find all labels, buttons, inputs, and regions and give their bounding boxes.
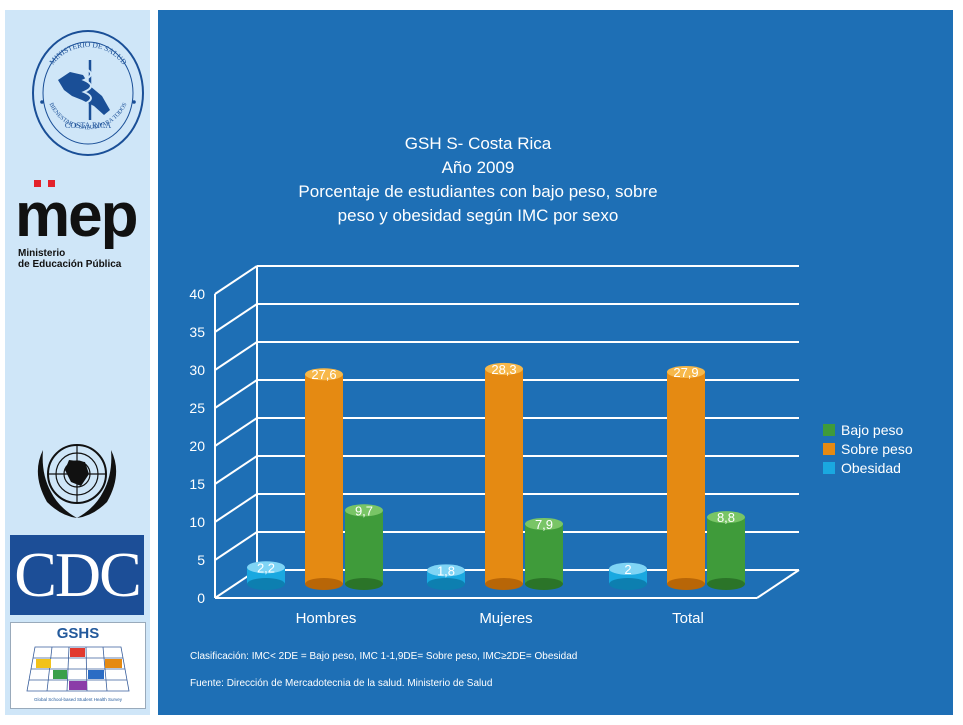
bar-top [525, 517, 563, 530]
classification-note: Clasificación: IMC< 2DE = Bajo peso, IMC… [190, 651, 578, 662]
chart-title-line-3: Porcentaje de estudiantes con bajo peso,… [298, 182, 658, 201]
gridline-diagonal [214, 455, 258, 485]
chart-title-line-4: peso y obesidad según IMC por sexo [337, 206, 619, 225]
bar-sobre-peso [485, 368, 523, 584]
chart-title-line-2: Año 2009 [441, 158, 515, 177]
gridline-diagonal [214, 341, 258, 371]
legend-item-bajo-peso: Bajo peso [823, 420, 913, 439]
un-emblem-icon [37, 444, 117, 518]
bar-sobre-peso [667, 371, 705, 584]
x-category-label: Total [672, 610, 704, 627]
chart-legend: Bajo peso Sobre peso Obesidad [823, 420, 913, 477]
bar-top [707, 511, 745, 524]
legend-swatch-obesidad [823, 461, 835, 474]
gshs-grid-graphic [26, 646, 130, 692]
bar-base [305, 578, 343, 590]
bar-top [609, 562, 647, 575]
mep-logo-subtitle: Ministerio de Educación Pública [18, 248, 121, 270]
source-note: Fuente: Dirección de Mercadotecnia de la… [190, 678, 493, 689]
legend-swatch-bajo-peso [823, 423, 835, 436]
bar-base [525, 578, 563, 590]
data-label: 9,7 [355, 503, 373, 518]
data-label: 8,8 [717, 510, 735, 525]
seal-mid-text: COSTA RICA [65, 121, 111, 130]
gshs-logo: GSHS Global School-based Student Health … [10, 622, 146, 709]
gshs-logo-title: GSHS [56, 625, 100, 642]
cdc-logo: CDC [10, 535, 144, 615]
gshs-logo-footer: Global School-based Student Health Surve… [33, 697, 123, 702]
data-label: 1,8 [437, 563, 455, 578]
y-tick-label: 35 [189, 324, 205, 340]
bar-top [305, 368, 343, 381]
bar-bajo-peso [345, 510, 383, 584]
bar-top [485, 362, 523, 375]
data-label: 27,9 [673, 365, 698, 380]
bar-chart: 0 5 10 15 20 25 30 35 40 2,2 1,8 2 27,6 28,3 27,9 9,7 7,… [189, 265, 800, 627]
bar-top [667, 365, 705, 378]
bar-bajo-peso [525, 523, 563, 584]
y-tick-label: 30 [189, 362, 205, 378]
bar-top [247, 561, 285, 574]
x-category-label: Hombres [296, 610, 357, 627]
gridline-diagonal [214, 303, 258, 333]
bar-sobre-peso [305, 374, 343, 584]
ministerio-salud-seal: MINISTERIO DE SALUD BIENESTAR Y SALUD PA… [32, 30, 144, 156]
gridline-diagonal [214, 379, 258, 409]
bar-base [247, 578, 285, 590]
data-label: 2 [624, 562, 631, 577]
chart-title: GSH S- Costa Rica Año 2009 Porcentaje de… [158, 132, 798, 228]
data-label: 2,2 [257, 560, 275, 575]
mep-subtitle-line1: Ministerio [18, 248, 66, 259]
data-label: 27,6 [311, 367, 336, 382]
y-tick-label: 15 [189, 476, 205, 492]
y-tick-label: 10 [189, 514, 205, 530]
chart-title-line-1: GSH S- Costa Rica [404, 134, 552, 153]
bar-base [707, 578, 745, 590]
bar-base [609, 578, 647, 590]
bar-base [667, 578, 705, 590]
data-label: 28,3 [491, 362, 516, 377]
y-tick-label: 0 [197, 590, 205, 606]
y-tick-label: 20 [189, 438, 205, 454]
y-tick-label: 40 [189, 286, 205, 302]
legend-item-obesidad: Obesidad [823, 458, 913, 477]
legend-swatch-sobre-peso [823, 442, 835, 455]
legend-label-obesidad: Obesidad [841, 459, 901, 476]
bar-base [427, 578, 465, 590]
legend-label-sobre-peso: Sobre peso [841, 440, 913, 457]
bar-top [427, 564, 465, 577]
mep-subtitle-line2: de Educación Pública [18, 259, 122, 270]
bar-bajo-peso [707, 517, 745, 584]
mep-logo-mark [34, 180, 55, 187]
gridline-diagonal [214, 417, 258, 447]
data-label: 7,9 [535, 517, 553, 532]
mep-logo-word: mep [15, 181, 138, 250]
gridline-diagonal [214, 265, 258, 295]
bar-base [345, 578, 383, 590]
bar-base [485, 578, 523, 590]
gridline-diagonal [214, 493, 258, 523]
gridline-diagonal [214, 531, 258, 561]
legend-item-sobre-peso: Sobre peso [823, 439, 913, 458]
cdc-logo-word: CDC [14, 539, 142, 610]
bar-top [345, 504, 383, 517]
floor-right-edge [756, 569, 800, 599]
x-category-label: Mujeres [479, 610, 532, 627]
legend-label-bajo-peso: Bajo peso [841, 421, 904, 438]
y-tick-label: 25 [189, 400, 205, 416]
y-tick-label: 5 [197, 552, 205, 568]
